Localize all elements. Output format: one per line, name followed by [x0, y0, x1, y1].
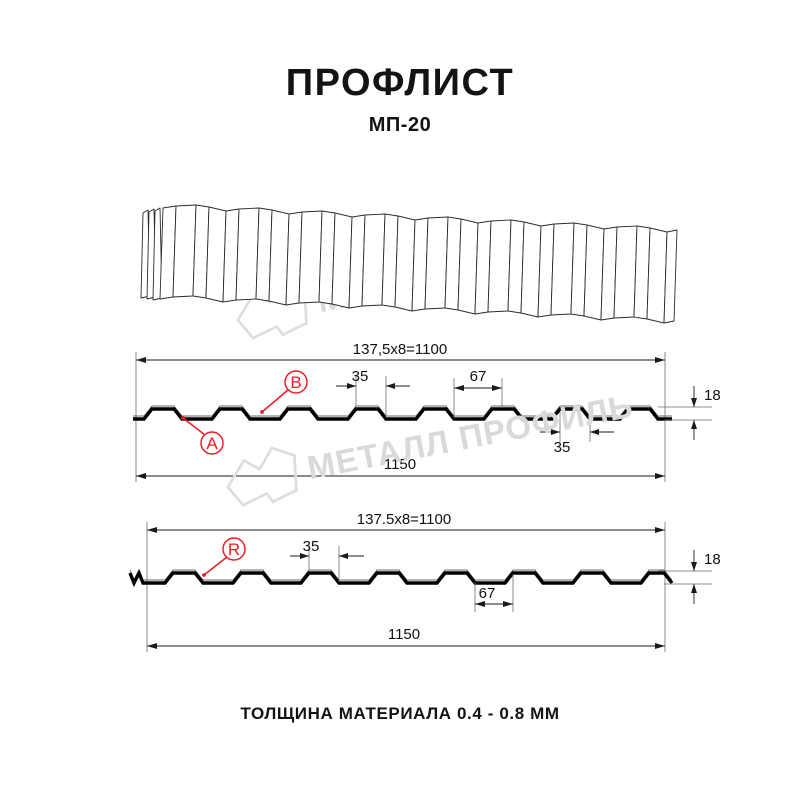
dim-total-width-bottom: 1150: [147, 626, 665, 649]
dim-working-width-bottom: 137.5x8=1100: [147, 511, 665, 533]
dim-working-width-label-2: 137.5x8=1100: [357, 511, 451, 528]
dim-height-label-2: 18: [704, 551, 721, 568]
dim-rib-top-35-upper: 35: [336, 368, 410, 418]
dim-height-18: 18: [658, 386, 721, 440]
dim-total-width-top: 1150: [136, 456, 665, 479]
watermark-lower: МЕТАЛЛ ПРОФИЛЬ: [220, 387, 636, 511]
dim-valley-label-2: 67: [479, 585, 496, 602]
watermark-text-2: МЕТАЛЛ ПРОФИЛЬ: [304, 387, 636, 486]
dim-valley-67: 67: [453, 368, 503, 418]
dim-total-width-label-2: 1150: [388, 626, 420, 643]
dim-rib-top-label: 35: [352, 368, 369, 385]
dim-rib-top-35-bottom: 35: [290, 538, 364, 582]
page-title: ПРОФЛИСТ: [285, 62, 515, 104]
cross-section-a-b: 137,5x8=1100 B A 35: [133, 341, 721, 482]
marker-a-label: A: [206, 434, 218, 453]
dim-rib-top-label-2: 35: [303, 538, 320, 555]
dim-rib-pitch-label: 35: [554, 439, 571, 456]
dim-valley-label: 67: [470, 368, 487, 385]
marker-b-label: B: [290, 373, 301, 392]
dim-valley-67-bottom: 67: [474, 574, 514, 612]
dim-rib-pitch-35-lower: 35: [540, 412, 614, 456]
watermark-logo-icon-2: [220, 442, 304, 511]
marker-a: A: [181, 416, 224, 455]
dim-height-18-bottom: 18: [658, 550, 721, 604]
dim-height-label: 18: [704, 387, 721, 404]
cross-section-r: 137.5x8=1100 R 35 67: [128, 511, 721, 652]
marker-r: R: [202, 537, 246, 577]
dim-working-width-label: 137,5x8=1100: [353, 341, 447, 358]
dim-total-width-label: 1150: [384, 456, 416, 473]
page-subtitle: МП-20: [368, 114, 432, 136]
isometric-sheet-view: [140, 204, 678, 324]
marker-r-label: R: [228, 540, 240, 559]
material-thickness-note: ТОЛЩИНА МАТЕРИАЛА 0.4 - 0.8 ММ: [240, 704, 560, 723]
dim-working-width-top: 137,5x8=1100: [136, 341, 665, 363]
marker-b: B: [260, 370, 308, 414]
